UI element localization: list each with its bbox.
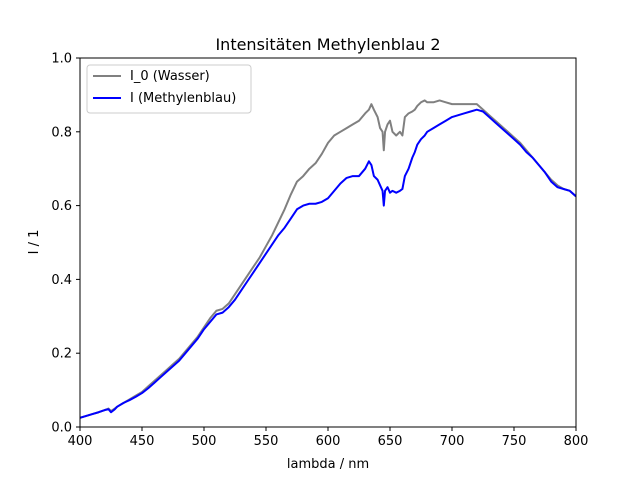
y-axis-label: I / 1 [27, 230, 42, 255]
legend: I_0 (Wasser) I (Methylenblau) [86, 64, 252, 114]
x-tick-label: 800 [564, 434, 589, 449]
series-line-0 [80, 99, 576, 419]
x-axis-ticks: 400 450 500 550 600 650 700 750 800 [68, 427, 589, 449]
plot-area [80, 99, 576, 419]
y-tick-label: 0.0 [51, 421, 72, 436]
y-tick-label: 0.8 [51, 125, 72, 140]
x-tick-label: 550 [254, 434, 279, 449]
x-axis-label: lambda / nm [287, 457, 369, 472]
legend-label-i-methylenblau: I (Methylenblau) [130, 91, 236, 106]
y-tick-label: 0.4 [51, 273, 72, 288]
x-tick-label: 500 [192, 434, 217, 449]
series-layer [80, 99, 576, 419]
series-line-1 [80, 108, 576, 419]
x-tick-label: 650 [378, 434, 403, 449]
x-tick-label: 400 [68, 434, 93, 449]
legend-box [86, 64, 252, 114]
x-tick-label: 600 [316, 434, 341, 449]
y-tick-label: 1.0 [51, 52, 72, 67]
x-tick-label: 700 [440, 434, 465, 449]
legend-label-i0-wasser: I_0 (Wasser) [130, 69, 210, 84]
y-tick-label: 0.6 [51, 199, 72, 214]
y-tick-label: 0.2 [51, 347, 72, 362]
chart-title: Intensitäten Methylenblau 2 [215, 35, 440, 54]
x-tick-label: 450 [130, 434, 155, 449]
y-axis-ticks: 0.0 0.2 0.4 0.6 0.8 1.0 [51, 52, 80, 436]
x-tick-label: 750 [502, 434, 527, 449]
